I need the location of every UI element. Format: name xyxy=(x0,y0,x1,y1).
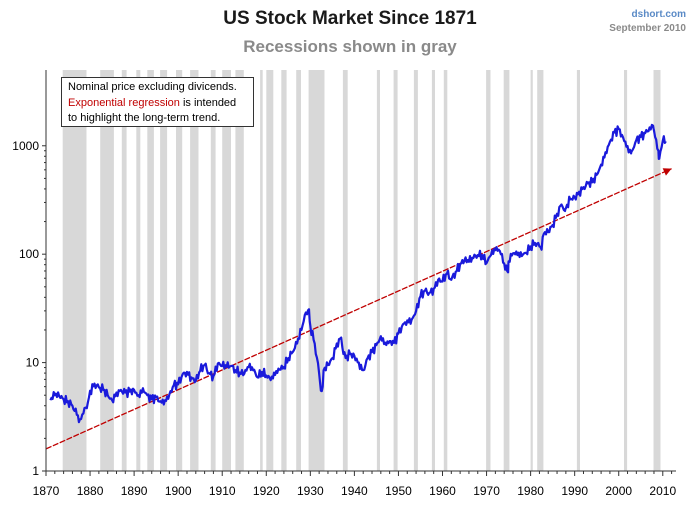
recession-band xyxy=(62,70,87,471)
annotation-line-2: Exponential regression is intended xyxy=(68,96,247,112)
y-tick-label: 1000 xyxy=(12,139,39,153)
price-layer xyxy=(49,123,667,424)
recession-band xyxy=(576,70,580,471)
recession-band xyxy=(624,70,628,471)
x-tick-label: 1880 xyxy=(77,484,104,498)
recession-bands xyxy=(62,70,661,471)
recession-band xyxy=(260,70,263,471)
recession-band xyxy=(431,70,435,471)
recession-band xyxy=(281,70,287,471)
annotation-line-1: Nominal price excluding divicends. xyxy=(68,81,237,93)
recession-band xyxy=(393,70,398,471)
x-tick-label: 1900 xyxy=(165,484,192,498)
recession-band xyxy=(266,70,274,471)
recession-band xyxy=(160,70,168,471)
y-tick-label: 10 xyxy=(26,356,40,370)
x-tick-label: 1970 xyxy=(473,484,500,498)
axes: 1 10 100 1000 1870 1880 1890 1900 1910 1920 1930 19… xyxy=(12,70,676,498)
source-date: September 2010 xyxy=(609,23,686,34)
x-tick-label: 2000 xyxy=(605,484,632,498)
recession-band xyxy=(308,70,325,471)
x-tick-label: 1960 xyxy=(429,484,456,498)
recession-band xyxy=(121,70,127,471)
annotation-line-2-rest: is intended xyxy=(179,96,237,109)
recession-band xyxy=(296,70,301,471)
recession-band xyxy=(342,70,348,471)
recession-band xyxy=(413,70,418,471)
recession-band xyxy=(100,70,114,471)
recession-band xyxy=(376,70,380,471)
recession-band xyxy=(235,70,244,471)
annotation-line-3: to highlight the long-term trend. xyxy=(68,112,221,124)
x-tick-label: 1950 xyxy=(385,484,412,498)
recession-band xyxy=(486,70,491,471)
x-tick-label: 1980 xyxy=(517,484,544,498)
x-tick-label: 1890 xyxy=(121,484,148,498)
recession-band xyxy=(653,70,661,471)
recession-band xyxy=(176,70,183,471)
x-tick-label: 2010 xyxy=(649,484,676,498)
x-tick-label: 1940 xyxy=(341,484,368,498)
x-tick-label: 1910 xyxy=(209,484,236,498)
chart-title: US Stock Market Since 1871 xyxy=(223,8,477,29)
recession-band xyxy=(147,70,154,471)
recession-band xyxy=(210,70,216,471)
recession-band xyxy=(136,70,141,471)
annotation-regression-label: Exponential regression xyxy=(68,96,180,109)
recession-band xyxy=(530,70,533,471)
recession-band xyxy=(190,70,199,471)
x-tick-label: 1870 xyxy=(33,484,60,498)
x-tick-label: 1990 xyxy=(561,484,588,498)
y-tick-label: 1 xyxy=(32,464,39,478)
x-tick-label: 1920 xyxy=(253,484,280,498)
price-line xyxy=(49,123,667,424)
x-tick-label: 1930 xyxy=(297,484,324,498)
source-site: dshort.com xyxy=(631,9,686,20)
chart-subtitle: Recessions shown in gray xyxy=(243,37,457,56)
recession-band xyxy=(537,70,544,471)
y-tick-label: 100 xyxy=(19,247,39,261)
annotation-box: Nominal price excluding divicends. Expon… xyxy=(61,77,254,127)
regression-arrowhead xyxy=(662,168,672,176)
recession-band xyxy=(222,70,231,471)
